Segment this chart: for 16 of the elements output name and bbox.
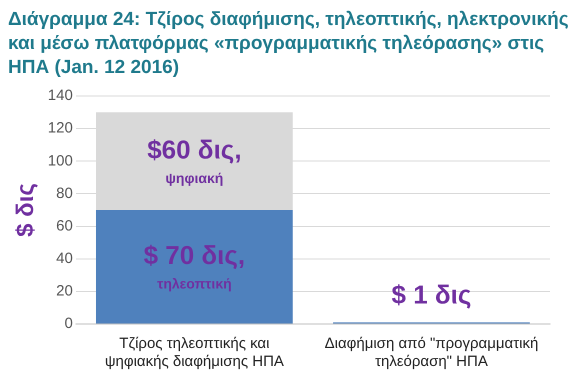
x-tick-label: Διαφήμιση από "προγραμματική τηλεόραση" ΗΠΑ [324, 335, 538, 370]
y-tick-label: 60 [56, 217, 73, 234]
bar [96, 210, 293, 324]
data-label: $ 1 δις [392, 280, 472, 310]
y-tick-label: 100 [48, 152, 73, 170]
y-tick-label: 0 [64, 315, 73, 332]
y-tick-label: 140 [48, 87, 73, 104]
data-label: $60 δις, ψηφιακή [147, 134, 242, 186]
y-axis-title: $ δις [12, 183, 40, 237]
chart-title: Διάγραμμα 24: Τζίρος διαφήμισης, τηλεοπτικής, ηλεκτρονικής και μέσω πλατφόρμας «προγραμματικής τηλεόρασης» στις ΗΠΑ (Jan. 12 2016) [8, 8, 570, 80]
y-tick-label: 120 [48, 120, 73, 137]
y-tick-label: 20 [56, 282, 73, 300]
y-tick-label: 40 [56, 250, 73, 267]
y-tick-label: 80 [56, 184, 73, 202]
x-tick-label: Τζίρος τηλεοπτικής και ψηφιακής διαφήμισης ΗΠΑ [104, 335, 284, 370]
data-label: $ 70 δις, τηλεοπτική [144, 240, 246, 292]
